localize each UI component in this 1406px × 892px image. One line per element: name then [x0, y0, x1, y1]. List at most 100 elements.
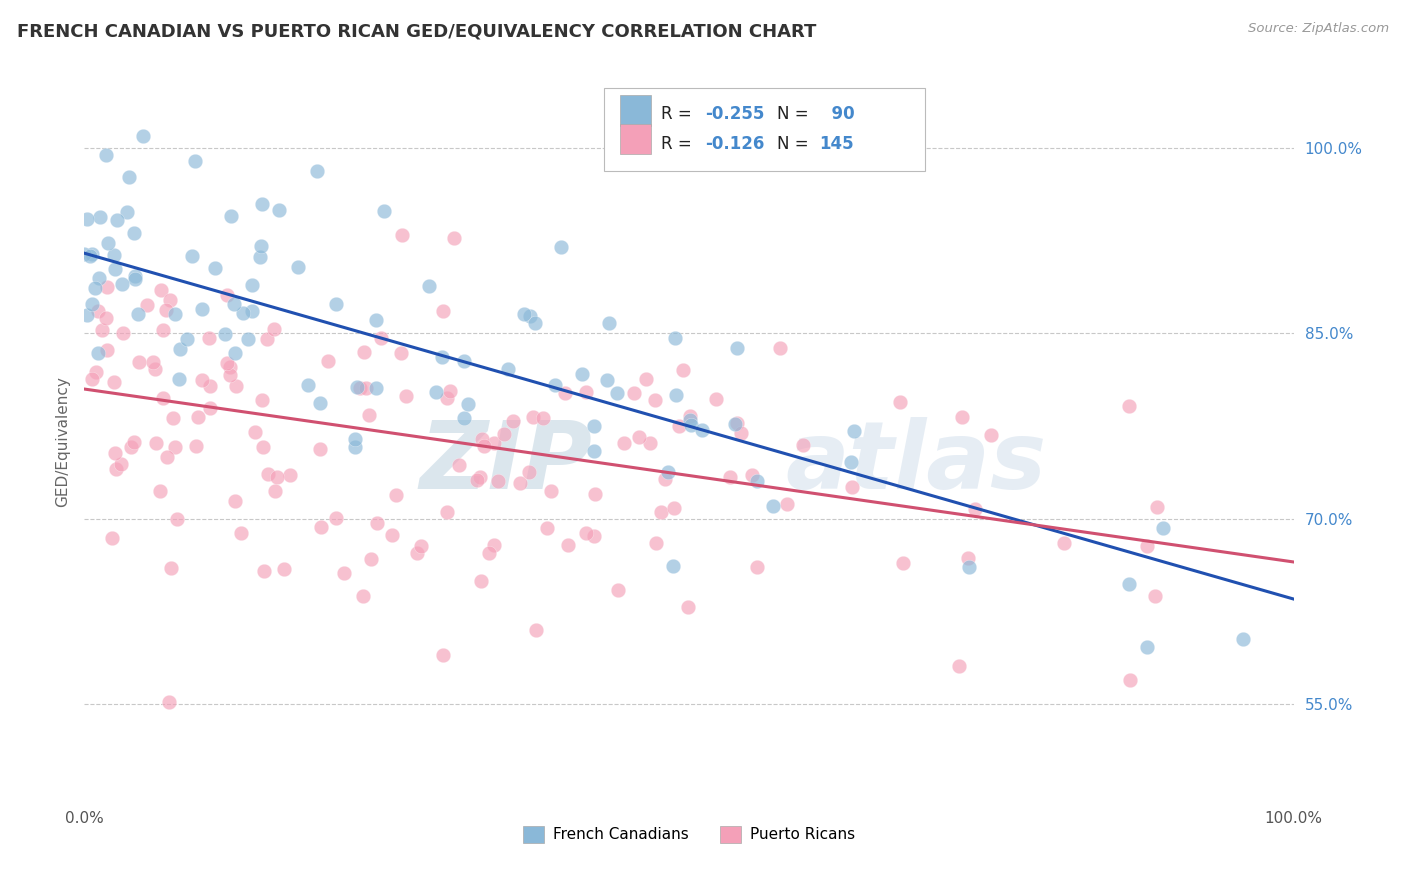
- Point: [724, 417, 747, 432]
- Point: [381, 527, 404, 541]
- Point: [494, 427, 516, 442]
- Point: [769, 342, 792, 356]
- Point: [240, 278, 263, 293]
- Point: [82, 372, 104, 386]
- Point: [266, 470, 288, 484]
- Point: [225, 379, 247, 393]
- Point: [232, 306, 254, 320]
- Point: [418, 278, 440, 293]
- Point: [94, 310, 117, 325]
- Point: [120, 441, 142, 455]
- Point: [105, 213, 128, 227]
- Point: [198, 401, 221, 415]
- Point: [250, 393, 273, 408]
- Point: [679, 412, 702, 426]
- Point: [143, 362, 166, 376]
- Point: [157, 695, 180, 709]
- Point: [948, 659, 970, 673]
- Point: [91, 323, 114, 337]
- Point: [249, 250, 271, 264]
- Point: [224, 346, 246, 360]
- Point: [122, 434, 145, 449]
- Point: [73, 247, 96, 261]
- Point: [690, 423, 713, 437]
- Point: [243, 425, 266, 439]
- Text: FRENCH CANADIAN VS PUERTO RICAN GED/EQUIVALENCY CORRELATION CHART: FRENCH CANADIAN VS PUERTO RICAN GED/EQUI…: [17, 22, 817, 40]
- Point: [124, 271, 146, 285]
- Point: [650, 505, 672, 519]
- Point: [309, 520, 332, 534]
- Point: [550, 240, 572, 254]
- Point: [87, 271, 110, 285]
- Point: [1232, 632, 1254, 647]
- Point: [111, 277, 134, 291]
- Point: [775, 497, 797, 511]
- Point: [352, 589, 374, 603]
- Text: atlas: atlas: [786, 417, 1047, 509]
- Point: [513, 307, 536, 321]
- Point: [725, 341, 748, 355]
- Point: [980, 428, 1002, 442]
- Point: [662, 501, 685, 516]
- Point: [127, 308, 149, 322]
- Point: [149, 283, 172, 297]
- Point: [325, 510, 347, 524]
- Point: [180, 249, 202, 263]
- Point: [256, 332, 278, 346]
- Point: [389, 346, 412, 360]
- Point: [159, 293, 181, 308]
- Point: [76, 211, 98, 226]
- Point: [145, 436, 167, 450]
- Point: [112, 326, 135, 340]
- Point: [184, 440, 207, 454]
- Point: [395, 389, 418, 403]
- Point: [478, 546, 501, 560]
- Point: [263, 322, 285, 336]
- Point: [155, 303, 177, 318]
- Point: [1118, 399, 1140, 413]
- Legend: French Canadians, Puerto Ricans: French Canadians, Puerto Ricans: [516, 820, 862, 849]
- Point: [486, 474, 509, 488]
- Point: [79, 249, 101, 263]
- Point: [449, 458, 471, 473]
- Point: [841, 480, 863, 494]
- Text: N =: N =: [778, 135, 814, 153]
- Point: [439, 384, 461, 398]
- Point: [1136, 640, 1159, 654]
- Point: [357, 408, 380, 422]
- Point: [305, 164, 328, 178]
- Point: [496, 362, 519, 376]
- Point: [432, 304, 454, 318]
- Point: [471, 433, 494, 447]
- Point: [385, 487, 408, 501]
- Point: [747, 475, 769, 489]
- Point: [730, 425, 752, 440]
- FancyBboxPatch shape: [605, 87, 925, 170]
- Point: [80, 247, 103, 261]
- Point: [124, 269, 146, 284]
- Point: [718, 470, 741, 484]
- Point: [596, 372, 619, 386]
- Point: [366, 313, 388, 327]
- Point: [343, 440, 366, 454]
- Point: [636, 372, 658, 386]
- Point: [762, 499, 785, 513]
- Point: [544, 377, 567, 392]
- Point: [957, 560, 980, 574]
- Point: [957, 551, 980, 566]
- Point: [103, 248, 125, 262]
- Point: [364, 381, 387, 395]
- Point: [668, 419, 690, 434]
- Point: [187, 409, 209, 424]
- Point: [1118, 673, 1140, 688]
- Point: [672, 363, 695, 377]
- Point: [517, 465, 540, 479]
- Point: [582, 419, 605, 434]
- Point: [679, 409, 702, 423]
- Point: [519, 309, 541, 323]
- Point: [792, 438, 814, 452]
- Point: [104, 462, 127, 476]
- Point: [554, 385, 576, 400]
- Point: [662, 558, 685, 573]
- Point: [115, 204, 138, 219]
